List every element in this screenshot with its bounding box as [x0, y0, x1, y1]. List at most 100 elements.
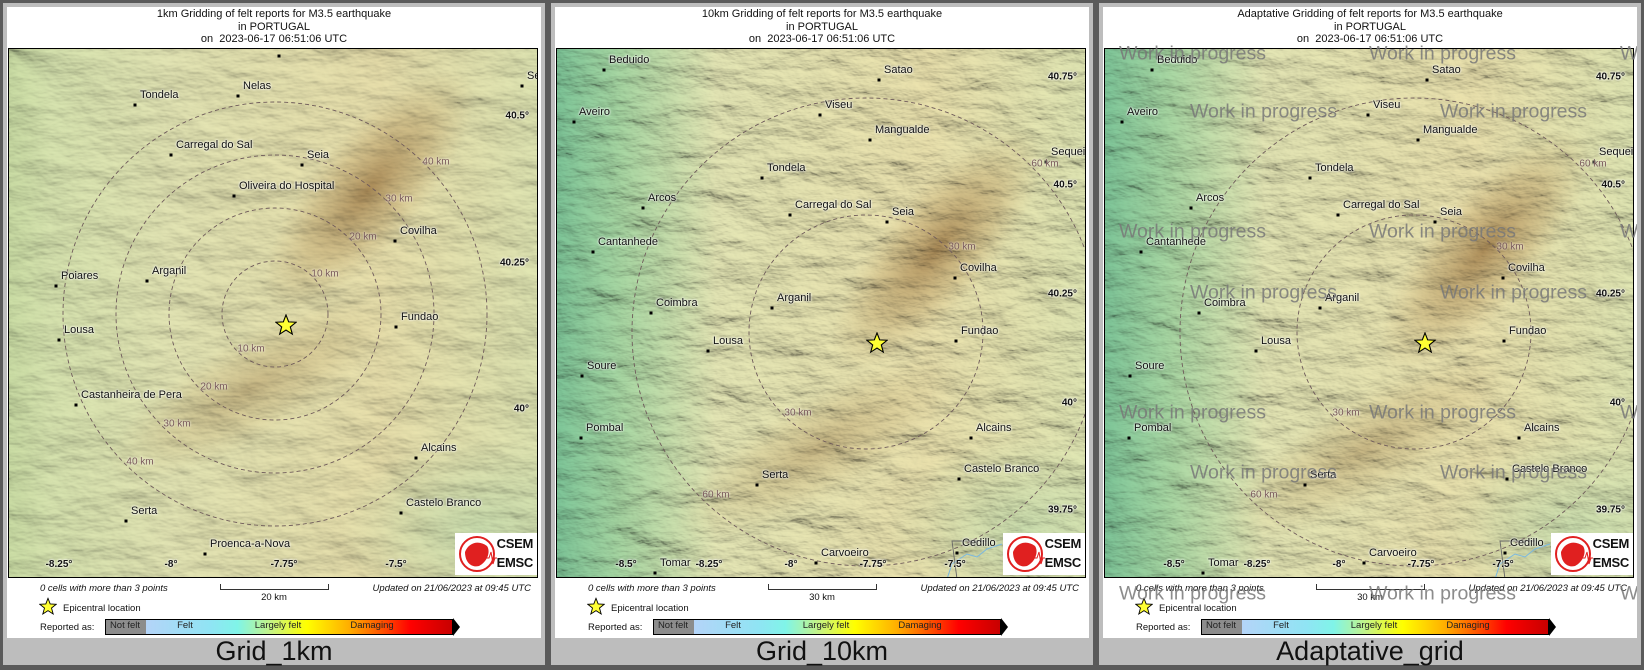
panel-title: 10km Gridding of felt reports for M3.5 e… [555, 8, 1089, 46]
city-marker [969, 436, 973, 440]
legend-reported-as: Reported as: [40, 622, 95, 633]
legend-star-icon [586, 596, 606, 621]
scale-label: 30 km [809, 592, 835, 603]
longitude-label: -7.5° [944, 559, 966, 570]
city-label: Arganil [777, 292, 812, 304]
border-line [1499, 540, 1535, 577]
city-marker [649, 311, 653, 315]
panel-figure: 1km Gridding of felt reports for M3.5 ea… [7, 7, 541, 638]
colorbar-label-felt: Felt [725, 620, 741, 631]
city-marker [1201, 571, 1205, 575]
intensity-colorbar [105, 619, 453, 635]
city-marker [954, 339, 958, 343]
city-label: Cantanhede [598, 236, 658, 248]
city-marker [1416, 138, 1420, 142]
city-marker [1128, 374, 1132, 378]
colorbar-label-largely-felt: Largely felt [1350, 620, 1398, 631]
updated-timestamp: Updated on 21/06/2023 at 09:45 UTC [1468, 583, 1627, 594]
panel-caption: Grid_10km [755, 636, 889, 666]
city-label: Seia [892, 206, 915, 218]
colorbar-label-damaging: Damaging [898, 620, 942, 631]
felt-report-map[interactable]: Tondela Nelas Se Carregal do Sal Seia Oliveir… [8, 48, 538, 578]
city-marker [868, 138, 872, 142]
scale-bar [220, 584, 329, 590]
ring-distance-label: 60 km [1579, 158, 1607, 170]
latitude-label: 40° [513, 403, 529, 415]
city-label: Arganil [152, 265, 187, 277]
colorbar-label-not-felt: Not felt [657, 620, 689, 631]
updated-timestamp: Updated on 21/06/2023 at 09:45 UTC [920, 583, 1079, 594]
city-marker [394, 325, 398, 329]
city-label: Se [527, 70, 537, 82]
city-marker [1366, 113, 1370, 117]
map-panel-1: 1km Gridding of felt reports for M3.5 ea… [3, 3, 545, 666]
felt-report-map[interactable]: Beduido Satao Aveiro Viseu Mangualde Sequei To… [556, 48, 1086, 578]
city-label: Carregal do Sal [1343, 199, 1420, 211]
city-marker [1433, 220, 1437, 224]
city-label: Proenca-a-Nova [210, 538, 291, 550]
title-line: on 2023-06-17 06:51:06 UTC [1296, 33, 1444, 45]
city-label: Pombal [1134, 422, 1172, 434]
scale-bar [768, 584, 877, 590]
longitude-label: -7.5° [1492, 559, 1514, 570]
distance-ring [221, 260, 329, 368]
river [1495, 543, 1551, 577]
distance-ring [168, 207, 382, 421]
city-label: Arganil [1325, 292, 1360, 304]
city-label: Soure [587, 360, 617, 372]
city-marker [788, 213, 792, 217]
city-label: Cedillo [962, 537, 996, 549]
city-label: Sequei [1599, 146, 1634, 158]
distance-ring [115, 154, 435, 474]
city-label: Lousa [1261, 335, 1291, 347]
colorbar-label-damaging: Damaging [1446, 620, 1490, 631]
legend-star-icon [1134, 596, 1154, 621]
city-marker [1517, 436, 1521, 440]
cells-note: 0 cells with more than 3 points [1136, 583, 1264, 594]
latitude-label: 40.5° [505, 110, 529, 122]
title-line: in PORTUGAL [786, 20, 858, 33]
longitude-label: -8° [784, 559, 798, 570]
city-label: Poiares [61, 270, 99, 282]
city-label: Coimbra [656, 297, 698, 309]
title-line: on 2023-06-17 06:51:06 UTC [200, 33, 348, 45]
city-marker [1254, 349, 1258, 353]
longitude-label: -8° [1332, 559, 1346, 570]
city-label: Soure [1135, 360, 1165, 372]
felt-report-map[interactable]: Beduido Satao Aveiro Viseu Mangualde Sequei To… [1104, 48, 1634, 578]
colorbar-label-largely-felt: Largely felt [254, 620, 302, 631]
updated-timestamp: Updated on 21/06/2023 at 09:45 UTC [372, 583, 531, 594]
logo-text-csem: CSEM [496, 536, 534, 551]
title-line: 10km Gridding of felt reports for M3.5 e… [701, 8, 943, 20]
longitude-label: -7.75° [1407, 559, 1435, 570]
ring-distance-label: 40 km [422, 156, 450, 168]
city-marker [1425, 78, 1429, 82]
colorbar-label-not-felt: Not felt [109, 620, 141, 631]
globe-logo-icon [1555, 536, 1593, 572]
city-label: Mangualde [875, 124, 930, 136]
city-marker [572, 120, 576, 124]
city-marker [1318, 306, 1322, 310]
city-label: Arcos [1196, 192, 1225, 204]
city-marker [57, 338, 61, 342]
city-marker [1189, 206, 1193, 210]
city-label: Tondela [140, 89, 179, 101]
map-panel-3: Adaptative Gridding of felt reports for … [1099, 3, 1641, 666]
city-label: Fundao [1509, 325, 1547, 337]
city-marker [760, 176, 764, 180]
ring-distance-label: 30 km [1496, 241, 1524, 253]
city-marker [591, 250, 595, 254]
city-label: Beduido [609, 54, 650, 66]
logo-text-csem: CSEM [1592, 536, 1630, 551]
colorbar-label-damaging: Damaging [350, 620, 394, 631]
distance-ring [1179, 97, 1633, 567]
latitude-label: 39.75° [1595, 504, 1625, 516]
longitude-label: -8° [164, 559, 178, 570]
city-marker [203, 552, 207, 556]
city-marker [1336, 213, 1340, 217]
city-marker [641, 206, 645, 210]
distance-ring [748, 214, 984, 450]
scale-bar [1316, 584, 1425, 590]
ring-distance-label: 40 km [126, 456, 154, 468]
city-label: Alcains [421, 442, 457, 454]
